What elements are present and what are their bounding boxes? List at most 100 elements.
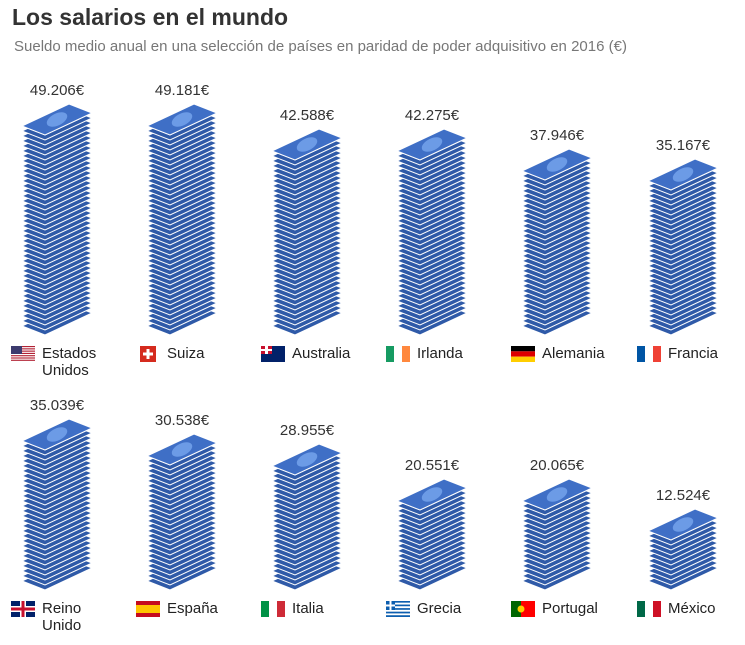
flag-part — [386, 346, 394, 362]
flag-icon — [386, 601, 410, 617]
flag-part — [277, 601, 285, 617]
category-label: España — [167, 600, 218, 617]
category-label: Suiza — [167, 345, 205, 362]
chart-subtitle: Sueldo medio anual en una selección de p… — [14, 38, 627, 55]
flag-part — [386, 613, 410, 616]
flag-part — [269, 601, 277, 617]
flag-part — [11, 348, 35, 350]
bill-stack — [270, 128, 344, 336]
value-label: 20.551€ — [404, 457, 460, 474]
flag-part — [11, 359, 35, 361]
flag-part — [386, 608, 410, 610]
flag-icon — [140, 346, 156, 362]
category-label: Francia — [668, 345, 719, 362]
flag-part — [637, 601, 645, 617]
bill-stack — [145, 433, 219, 591]
flag-part — [637, 346, 645, 362]
value-label: 35.039€ — [29, 397, 85, 414]
flag-part — [11, 352, 35, 354]
flag-part — [511, 351, 535, 357]
value-label: 42.275€ — [404, 107, 460, 124]
flag-part — [394, 346, 402, 362]
category-label: Reino Unido — [42, 600, 82, 634]
value-label: 30.538€ — [154, 412, 210, 429]
value-label: 37.946€ — [529, 127, 585, 144]
category-label: Grecia — [417, 600, 462, 617]
bill-emblem — [296, 137, 318, 152]
flag-part — [11, 350, 35, 352]
bill-emblem — [546, 487, 568, 502]
flag-part — [386, 606, 410, 609]
flag-icon — [511, 346, 535, 362]
value-label: 12.524€ — [655, 487, 711, 504]
bill-stack — [20, 418, 94, 591]
bill-emblem — [421, 487, 443, 502]
flag-icon — [261, 346, 285, 362]
value-label: 28.955€ — [279, 422, 335, 439]
flag-part — [653, 601, 661, 617]
flag-icon — [136, 601, 160, 617]
category-label: Alemania — [542, 345, 605, 362]
flag-part — [11, 346, 22, 354]
bill-stack — [270, 443, 344, 591]
bill-emblem — [296, 452, 318, 467]
bill-stack — [646, 508, 720, 591]
category-label: Italia — [292, 600, 324, 617]
bill-emblem — [672, 167, 694, 182]
flag-part — [11, 355, 35, 357]
flag-icon — [11, 346, 35, 361]
flag-part — [143, 352, 153, 356]
flag-part — [11, 357, 35, 359]
flag-part — [261, 349, 272, 351]
value-label: 42.588€ — [279, 107, 335, 124]
bill-emblem — [171, 442, 193, 457]
bill-stack — [145, 103, 219, 336]
flag-part — [386, 615, 410, 617]
chart-title: Los salarios en el mundo — [12, 4, 289, 30]
flag-part — [386, 604, 410, 607]
flag-icon — [11, 601, 35, 617]
value-label: 35.167€ — [655, 137, 711, 154]
flag-part — [11, 346, 35, 348]
flag-icon — [261, 601, 285, 617]
flag-part — [136, 605, 160, 613]
flag-icon — [511, 601, 535, 617]
value-label: 20.065€ — [529, 457, 585, 474]
value-label: 49.181€ — [154, 82, 210, 99]
flag-part — [511, 601, 521, 617]
bill-stack — [520, 478, 594, 591]
flag-part — [261, 601, 269, 617]
category-label: Portugal — [542, 600, 598, 617]
flag-icon — [386, 346, 410, 362]
flag-part — [511, 346, 535, 352]
flag-part — [521, 601, 535, 617]
flag-icon — [637, 601, 661, 617]
flag-part — [386, 611, 410, 614]
flag-part — [11, 607, 35, 611]
flag-part — [386, 602, 410, 605]
flag-part — [386, 604, 395, 607]
value-label: 49.206€ — [29, 82, 85, 99]
bill-emblem — [672, 517, 694, 532]
flag-part — [645, 346, 653, 362]
flag-part — [511, 356, 535, 362]
bill-stack — [646, 158, 720, 336]
flag-part — [517, 605, 525, 613]
bill-emblem — [171, 112, 193, 127]
bill-stack — [20, 103, 94, 336]
flag-part — [645, 601, 653, 617]
bill-stack — [395, 478, 469, 591]
flag-part — [653, 346, 661, 362]
flag-icon — [637, 346, 661, 362]
bill-emblem — [546, 157, 568, 172]
bill-stack — [395, 128, 469, 336]
bill-emblem — [421, 137, 443, 152]
bill-stack — [520, 148, 594, 336]
flag-part — [386, 601, 410, 603]
bill-emblem — [46, 427, 68, 442]
flag-part — [402, 346, 410, 362]
category-label: Estados Unidos — [42, 345, 97, 379]
category-label: Australia — [292, 345, 351, 362]
